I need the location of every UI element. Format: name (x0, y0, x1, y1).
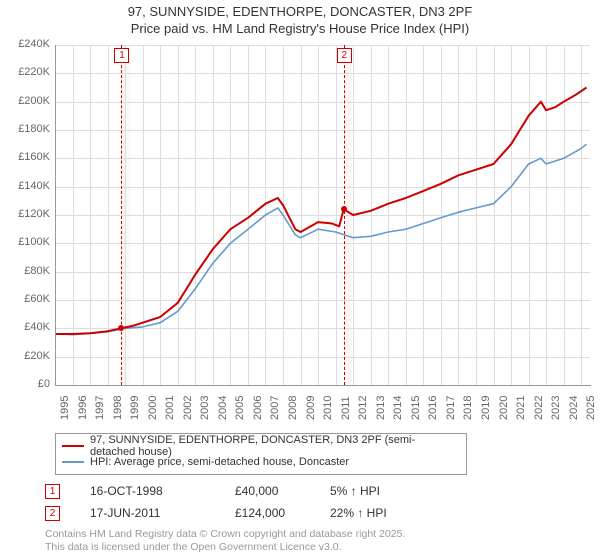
series-price_paid (55, 88, 587, 335)
title-line-1: 97, SUNNYSIDE, EDENTHORPE, DONCASTER, DN… (0, 4, 600, 21)
y-tick-label: £240K (5, 38, 50, 50)
x-tick-label: 2015 (410, 396, 422, 420)
x-tick-label: 1998 (112, 396, 124, 420)
legend-label: 97, SUNNYSIDE, EDENTHORPE, DONCASTER, DN… (90, 434, 460, 458)
legend-label: HPI: Average price, semi-detached house,… (90, 456, 349, 468)
x-tick-label: 2000 (147, 396, 159, 420)
x-tick-label: 2007 (269, 396, 281, 420)
y-tick-label: £220K (5, 66, 50, 78)
title-line-2: Price paid vs. HM Land Registry's House … (0, 21, 600, 38)
event-price: £40,000 (235, 484, 330, 498)
plot-area: 12 (55, 45, 590, 385)
y-tick-label: £140K (5, 180, 50, 192)
x-tick-label: 2012 (357, 396, 369, 420)
title-block: 97, SUNNYSIDE, EDENTHORPE, DONCASTER, DN… (0, 0, 600, 38)
y-tick-label: £100K (5, 236, 50, 248)
event-marker-icon: 2 (45, 506, 60, 521)
x-tick-label: 2017 (445, 396, 457, 420)
x-tick-label: 2025 (585, 396, 597, 420)
x-tick-label: 2005 (234, 396, 246, 420)
legend-swatch (62, 461, 84, 464)
event-pct: 22% ↑ HPI (330, 506, 430, 520)
events-table: 1 16-OCT-1998 £40,000 5% ↑ HPI 2 17-JUN-… (45, 480, 430, 524)
event-price: £124,000 (235, 506, 330, 520)
x-tick-label: 2016 (427, 396, 439, 420)
chart-container: 97, SUNNYSIDE, EDENTHORPE, DONCASTER, DN… (0, 0, 600, 560)
event-date: 16-OCT-1998 (90, 484, 235, 498)
table-row: 2 17-JUN-2011 £124,000 22% ↑ HPI (45, 502, 430, 524)
y-tick-label: £180K (5, 123, 50, 135)
x-tick-label: 2001 (164, 396, 176, 420)
x-tick-label: 2018 (462, 396, 474, 420)
x-tick-label: 2020 (498, 396, 510, 420)
x-tick-label: 2024 (568, 396, 580, 420)
x-tick-label: 2023 (550, 396, 562, 420)
footer-line-2: This data is licensed under the Open Gov… (45, 541, 405, 554)
x-tick-label: 2019 (480, 396, 492, 420)
x-tick-label: 2009 (305, 396, 317, 420)
x-tick-label: 2002 (182, 396, 194, 420)
y-tick-label: £0 (5, 378, 50, 390)
x-tick-label: 2021 (515, 396, 527, 420)
x-tick-label: 2008 (287, 396, 299, 420)
footer: Contains HM Land Registry data © Crown c… (45, 528, 405, 554)
x-tick-label: 2022 (533, 396, 545, 420)
legend-item: 97, SUNNYSIDE, EDENTHORPE, DONCASTER, DN… (62, 438, 460, 454)
legend: 97, SUNNYSIDE, EDENTHORPE, DONCASTER, DN… (55, 433, 467, 475)
x-tick-label: 1996 (77, 396, 89, 420)
y-tick-label: £160K (5, 151, 50, 163)
table-row: 1 16-OCT-1998 £40,000 5% ↑ HPI (45, 480, 430, 502)
y-tick-label: £80K (5, 265, 50, 277)
y-tick-label: £200K (5, 95, 50, 107)
x-tick-label: 2003 (199, 396, 211, 420)
x-tick-label: 2013 (375, 396, 387, 420)
y-tick-label: £20K (5, 350, 50, 362)
x-tick-label: 2010 (322, 396, 334, 420)
footer-line-1: Contains HM Land Registry data © Crown c… (45, 528, 405, 541)
event-pct: 5% ↑ HPI (330, 484, 430, 498)
legend-swatch (62, 445, 84, 448)
y-tick-label: £40K (5, 321, 50, 333)
y-tick-label: £60K (5, 293, 50, 305)
x-tick-label: 1995 (59, 396, 71, 420)
x-tick-label: 1997 (94, 396, 106, 420)
event-marker-icon: 1 (45, 484, 60, 499)
x-tick-label: 2014 (392, 396, 404, 420)
x-tick-label: 2011 (340, 396, 352, 420)
series-hpi (55, 144, 587, 335)
plot-outer: 12 £0 £20K £40K £60K £80K £100K £120K £140K £160… (0, 40, 600, 425)
x-tick-label: 1999 (129, 396, 141, 420)
x-tick-label: 2004 (217, 396, 229, 420)
y-tick-label: £120K (5, 208, 50, 220)
x-tick-label: 2006 (252, 396, 264, 420)
event-date: 17-JUN-2011 (90, 506, 235, 520)
